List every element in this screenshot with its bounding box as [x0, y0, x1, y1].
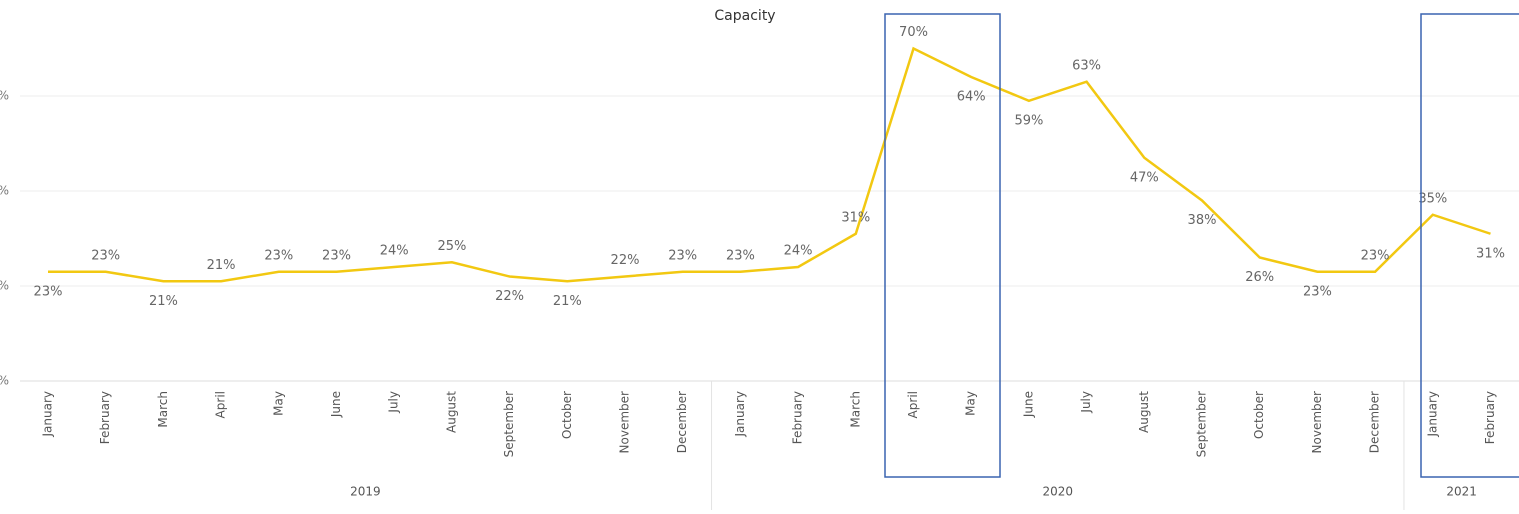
data-label: 23% [34, 284, 63, 299]
x-tick-label: August [444, 391, 458, 433]
year-label: 2021 [1446, 485, 1477, 499]
year-label: 2019 [350, 485, 381, 499]
data-label: 22% [495, 289, 524, 304]
x-tick-label: January [41, 391, 55, 438]
data-label: 23% [668, 248, 697, 263]
data-label: 23% [91, 248, 120, 263]
data-label: 31% [1476, 246, 1505, 261]
x-tick-label: October [1252, 391, 1266, 439]
x-tick-label: July [387, 391, 401, 414]
x-tick-label: March [848, 391, 862, 428]
highlight-box [884, 13, 1001, 478]
data-label: 31% [841, 210, 870, 225]
x-tick-label: July [1079, 391, 1093, 414]
x-tick-label: August [1137, 391, 1151, 433]
year-label: 2020 [1042, 485, 1073, 499]
x-tick-label: February [791, 391, 805, 444]
data-label: 26% [1245, 270, 1274, 285]
x-tick-label: June [329, 391, 343, 418]
data-label: 35% [1418, 191, 1447, 206]
x-tick-label: December [675, 391, 689, 453]
x-tick-label: June [1021, 391, 1035, 418]
x-tick-label: May [271, 391, 285, 416]
chart-title: Capacity [714, 8, 775, 24]
line [48, 46, 1491, 283]
x-tick-label: September [502, 391, 516, 457]
x-tick-label: September [1195, 391, 1209, 457]
data-label: 63% [1072, 58, 1101, 73]
x-tick-label: October [560, 391, 574, 439]
x-tick-label: April [214, 391, 228, 418]
y-tick-label: 60% [0, 89, 9, 103]
data-label: 23% [1303, 284, 1332, 299]
x-tick-label: March [156, 391, 170, 428]
data-label: 59% [1014, 113, 1043, 128]
x-tick-label: February [1483, 391, 1497, 444]
data-label: 24% [784, 244, 813, 259]
data-label: 21% [553, 294, 582, 309]
data-label: 23% [1361, 248, 1390, 263]
y-tick-label: 20% [0, 279, 9, 293]
plot: 0% 20% 40% 60% January February March April May J… [0, 25, 1519, 510]
data-label: 38% [1188, 213, 1217, 228]
x-tick-label: February [98, 391, 112, 444]
data-label: 21% [149, 294, 178, 309]
x-tick-label: November [618, 391, 632, 453]
data-label: 70% [899, 25, 928, 40]
data-label: 47% [1130, 170, 1159, 185]
data-label: 24% [380, 244, 409, 259]
y-tick-label: 0% [0, 374, 9, 388]
x-tick-label: May [964, 391, 978, 416]
x-tick-label: January [733, 391, 747, 438]
data-label: 23% [264, 248, 293, 263]
data-label: 21% [207, 258, 236, 273]
highlight-box [1420, 13, 1519, 478]
x-tick-label: November [1310, 391, 1324, 453]
x-tick-label: April [906, 391, 920, 418]
data-label: 22% [611, 253, 640, 268]
x-tick-label: December [1368, 391, 1382, 453]
data-label: 23% [322, 248, 351, 263]
data-label: 23% [726, 248, 755, 263]
data-label: 64% [957, 90, 986, 105]
data-label: 25% [437, 239, 466, 254]
x-tick-label: January [1425, 391, 1439, 438]
y-tick-label: 40% [0, 184, 9, 198]
